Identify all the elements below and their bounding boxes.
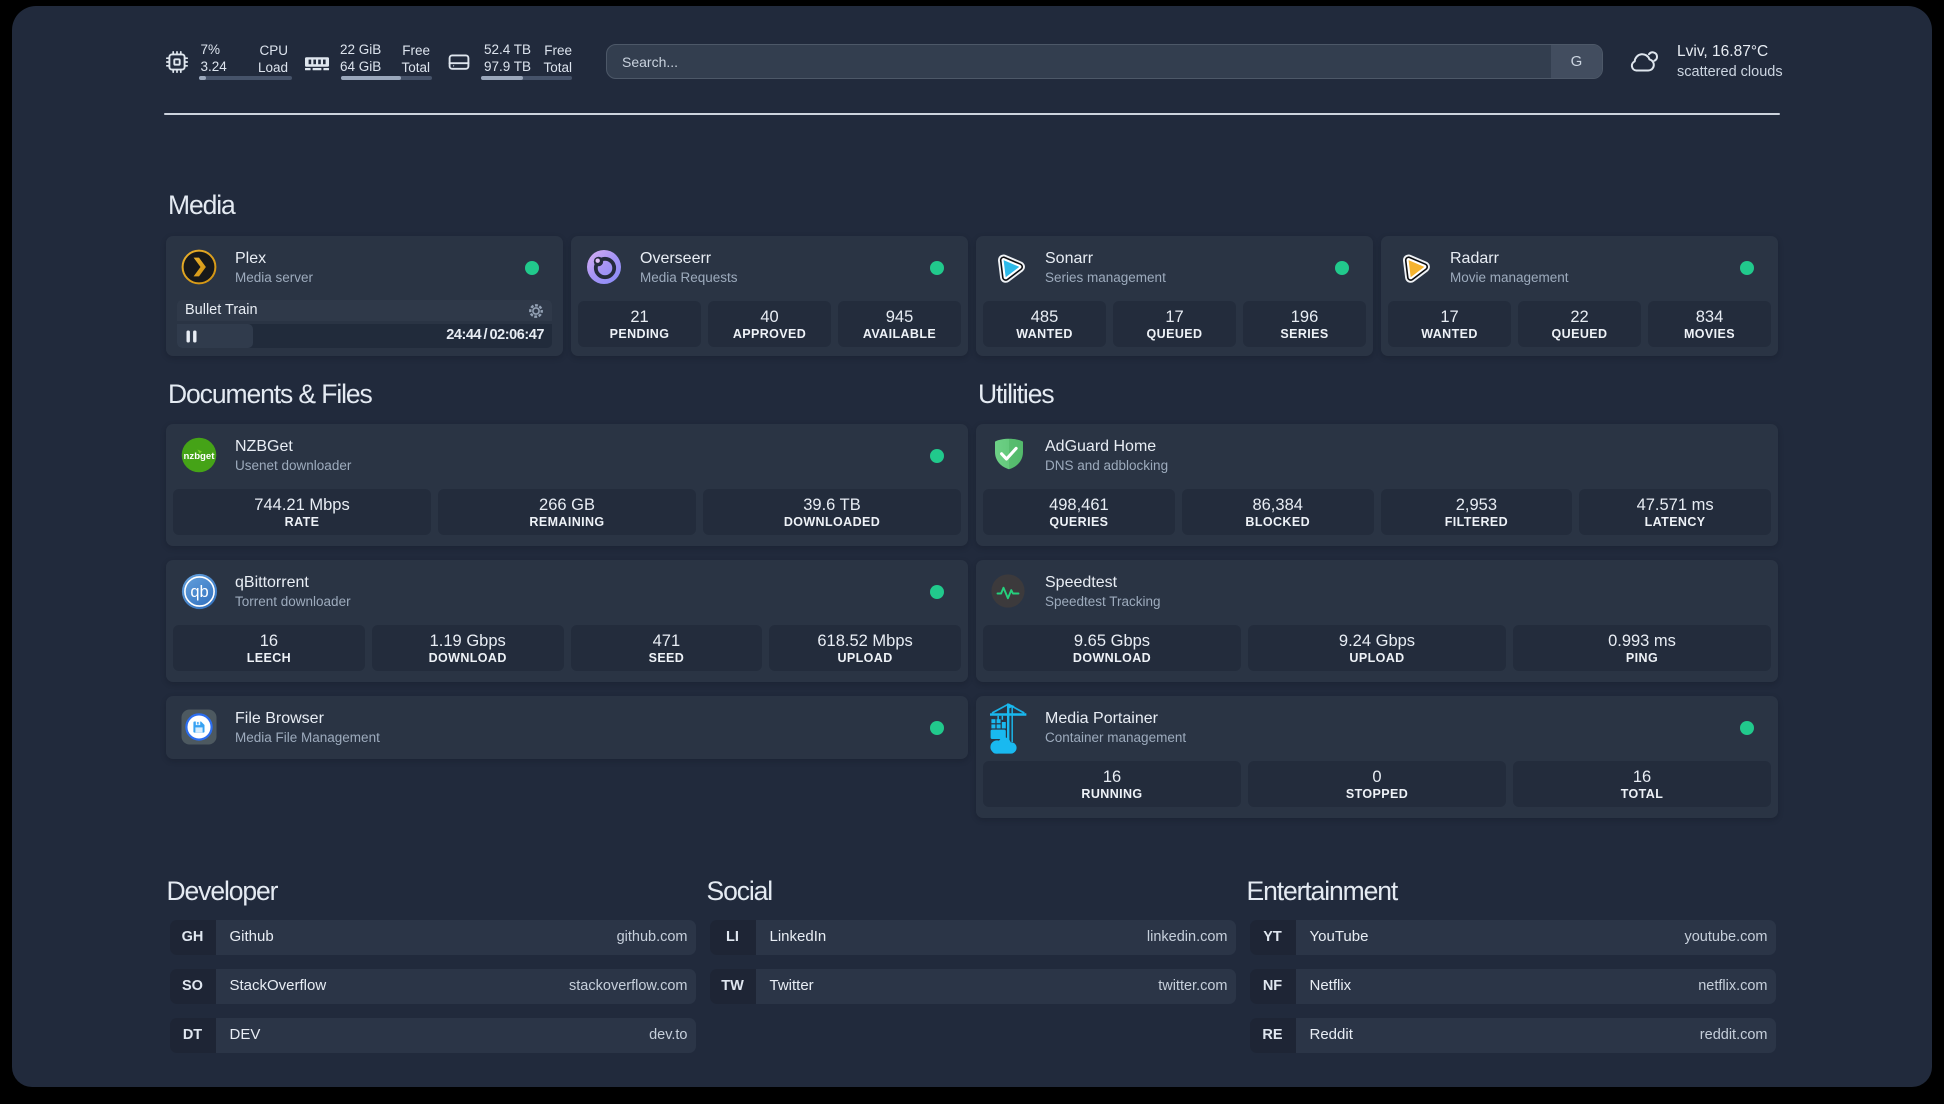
svg-text:nzbget: nzbget <box>184 451 216 462</box>
svg-text:qb: qb <box>190 583 208 601</box>
